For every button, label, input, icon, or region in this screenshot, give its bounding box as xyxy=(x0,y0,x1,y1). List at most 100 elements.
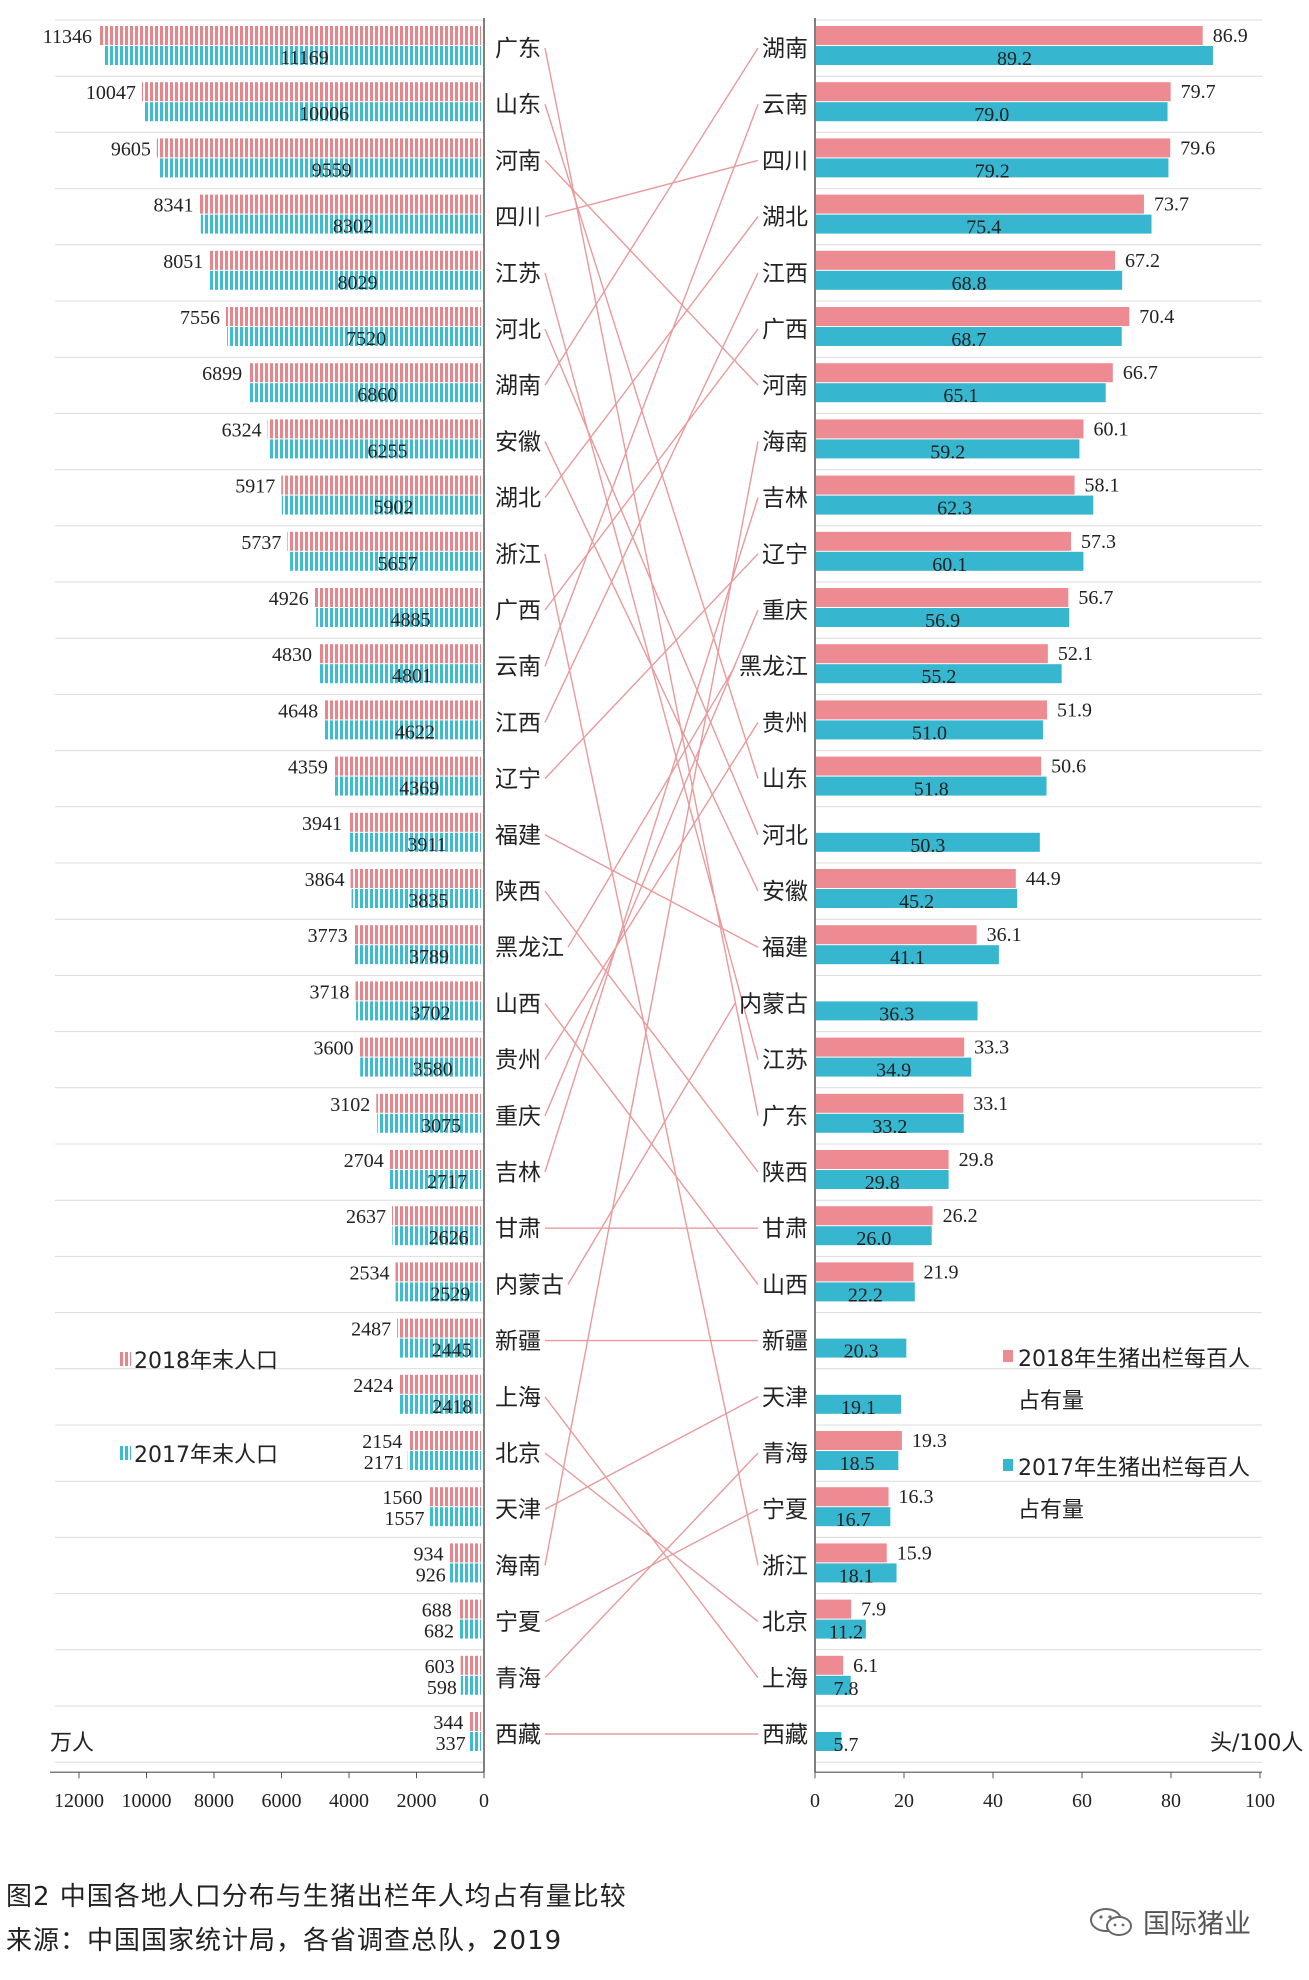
left-legend: 2018年末人口 2017年末人口 xyxy=(119,1349,278,1468)
bar-2017-population-湖北 xyxy=(281,495,481,515)
bar-2017-population-福建 xyxy=(349,832,481,852)
label-2018-population-山西: 3718 xyxy=(310,981,350,1003)
bar-2017-pigs-青海 xyxy=(816,1451,899,1470)
connector-line-贵州 xyxy=(544,722,759,1060)
bar-2017-pigs-陕西 xyxy=(816,1170,949,1189)
right-tick-label: 20 xyxy=(894,1790,914,1812)
bar-2017-pigs-河北 xyxy=(816,832,1040,852)
bar-2018-pigs-云南 xyxy=(816,82,1171,102)
bar-2018-pigs-湖北 xyxy=(816,194,1144,214)
bar-2017-population-黑龙江 xyxy=(353,945,481,965)
label-2017-population-云南: 4801 xyxy=(392,665,432,687)
bar-2018-population-新疆 xyxy=(397,1318,481,1338)
bar-2018-population-宁夏 xyxy=(457,1599,481,1619)
label-2018-pigs-重庆: 56.7 xyxy=(1078,587,1113,609)
left-category-label: 内蒙古 xyxy=(495,1272,564,1298)
right-category-label: 贵州 xyxy=(762,710,808,736)
label-2017-pigs-陕西: 29.8 xyxy=(865,1172,900,1194)
bar-2017-population-云南 xyxy=(318,664,481,684)
right-category-label: 北京 xyxy=(762,1610,808,1636)
bar-2017-population-四川 xyxy=(200,214,481,234)
bar-2018-pigs-陕西 xyxy=(816,1150,949,1169)
figure-caption-source: 来源：中国国家统计局，各省调查总队，2019 xyxy=(6,1926,563,1956)
right-category-label: 广东 xyxy=(762,1104,808,1130)
label-2018-pigs-上海: 6.1 xyxy=(853,1655,878,1677)
label-2018-population-新疆: 2487 xyxy=(351,1319,391,1341)
label-2018-population-山东: 10047 xyxy=(86,82,136,104)
bar-2018-pigs-湖南 xyxy=(816,26,1203,45)
bar-2017-population-吉林 xyxy=(389,1170,481,1189)
bar-2017-population-广东 xyxy=(104,46,481,65)
label-2018-pigs-青海: 19.3 xyxy=(912,1430,947,1452)
bar-2017-pigs-重庆 xyxy=(816,608,1070,627)
legend-swatch-2018-pigs xyxy=(1003,1350,1013,1362)
chart-canvas: 11346 11169 广东 10047 10006 山东 9605 9559 河南 8341 83… xyxy=(43,18,1303,1812)
connector-layer xyxy=(544,47,759,1735)
bar-2018-pigs-四川 xyxy=(816,138,1171,158)
label-2018-population-贵州: 3600 xyxy=(314,1038,354,1060)
right-category-label: 海南 xyxy=(762,429,808,455)
connector-line-海南 xyxy=(544,441,759,1566)
bar-2018-pigs-广东 xyxy=(816,1093,964,1113)
label-2017-pigs-云南: 79.0 xyxy=(974,104,1009,126)
left-category-label: 甘肃 xyxy=(495,1216,541,1242)
left-tick-label: 12000 xyxy=(54,1790,104,1812)
right-tick-label: 80 xyxy=(1161,1790,1181,1812)
label-2017-pigs-广东: 33.2 xyxy=(872,1116,907,1138)
right-category-label: 宁夏 xyxy=(762,1497,808,1523)
left-category-label: 宁夏 xyxy=(495,1610,541,1636)
right-category-label: 青海 xyxy=(762,1441,808,1467)
bar-2018-population-辽宁 xyxy=(333,756,481,776)
left-category-label: 江苏 xyxy=(495,261,541,287)
bar-2017-pigs-广西 xyxy=(816,327,1122,346)
label-2017-pigs-内蒙古: 36.3 xyxy=(879,1003,914,1025)
label-2017-pigs-新疆: 20.3 xyxy=(844,1341,879,1363)
right-category-label: 内蒙古 xyxy=(739,991,808,1017)
left-category-label: 吉林 xyxy=(495,1160,541,1186)
left-tick-label: 2000 xyxy=(397,1790,437,1812)
bar-2018-pigs-重庆 xyxy=(816,588,1069,607)
bar-2018-population-海南 xyxy=(449,1543,481,1563)
label-2018-population-黑龙江: 3773 xyxy=(308,925,348,947)
bar-2017-pigs-河南 xyxy=(816,383,1106,403)
label-2018-population-河南: 9605 xyxy=(111,138,151,160)
grid-layer xyxy=(55,19,1262,1763)
label-2017-population-山东: 10006 xyxy=(299,103,349,125)
bar-2018-pigs-山西 xyxy=(816,1262,914,1282)
left-tick-label: 6000 xyxy=(262,1790,302,1812)
label-2018-pigs-广西: 70.4 xyxy=(1139,306,1174,328)
bar-2018-pigs-宁夏 xyxy=(816,1487,889,1507)
connector-line-四川 xyxy=(544,159,759,218)
bar-2017-population-海南 xyxy=(449,1563,481,1583)
label-2018-population-广东: 11346 xyxy=(43,26,92,48)
bar-2017-population-河北 xyxy=(227,327,481,346)
bar-2017-pigs-湖北 xyxy=(816,214,1152,234)
right-category-label: 重庆 xyxy=(762,598,808,624)
legend-label-2018-pigs-line1: 2018年生猪出栏每百人 xyxy=(1018,1347,1250,1372)
label-2017-population-甘肃: 2626 xyxy=(429,1227,469,1249)
bar-2017-pigs-安徽 xyxy=(816,889,1018,908)
legend-label-2017-population: 2017年末人口 xyxy=(134,1443,278,1468)
label-2017-pigs-广西: 68.7 xyxy=(951,329,986,351)
bar-2017-population-甘肃 xyxy=(392,1226,481,1246)
label-2017-pigs-重庆: 56.9 xyxy=(925,610,960,632)
bar-2018-pigs-甘肃 xyxy=(816,1206,933,1226)
left-category-label: 海南 xyxy=(495,1553,541,1579)
right-category-label: 云南 xyxy=(762,92,808,118)
label-2017-pigs-河南: 65.1 xyxy=(943,385,978,407)
bar-2017-population-重庆 xyxy=(377,1113,481,1133)
left-category-label: 西藏 xyxy=(495,1722,541,1748)
bar-2017-population-湖南 xyxy=(249,383,481,403)
label-2017-population-辽宁: 4369 xyxy=(399,778,439,800)
left-category-label: 广东 xyxy=(495,36,541,62)
bar-2017-pigs-福建 xyxy=(816,945,999,965)
bar-2017-population-内蒙古 xyxy=(395,1282,481,1302)
label-2018-pigs-四川: 79.6 xyxy=(1180,137,1215,159)
left-category-label: 北京 xyxy=(495,1441,541,1467)
watermark: 国际猪业 xyxy=(1089,1902,1251,1941)
left-category-label: 安徽 xyxy=(495,429,541,455)
label-2017-population-江西: 4622 xyxy=(395,721,435,743)
bar-2017-population-辽宁 xyxy=(333,776,481,796)
label-2018-population-广西: 4926 xyxy=(269,588,309,610)
legend-label-2017-pigs-line1: 2017年生猪出栏每百人 xyxy=(1018,1456,1250,1481)
